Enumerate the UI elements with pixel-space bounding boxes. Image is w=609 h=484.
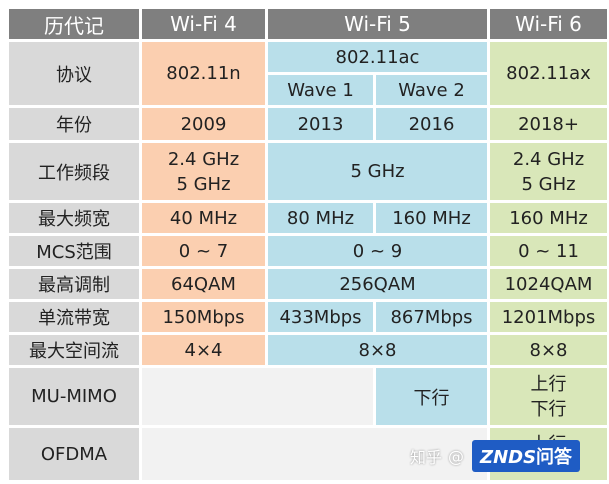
cell-spatial-streams-wifi5: 8×8 <box>268 335 488 365</box>
cell-year-wave1: 2013 <box>268 108 373 140</box>
row-stream-bandwidth: 单流带宽 150Mbps 433Mbps 867Mbps 1201Mbps <box>9 302 608 332</box>
cell-spatial-streams-wifi4: 4×4 <box>142 335 265 365</box>
cell-year-wave2: 2016 <box>376 108 488 140</box>
wifi-comparison-table: 历代记 Wi-Fi 4 Wi-Fi 5 Wi-Fi 6 协议 802.11n 8… <box>6 6 609 483</box>
cell-spatial-streams-wifi6: 8×8 <box>490 335 608 365</box>
cell-mu-mimo-empty <box>142 368 373 425</box>
row-label-band: 工作频段 <box>9 143 139 200</box>
cell-protocol-wifi5: 802.11ac <box>268 42 488 72</box>
cell-protocol-wave2: Wave 2 <box>376 75 488 105</box>
cell-year-wifi4: 2009 <box>142 108 265 140</box>
cell-mu-mimo-wave2: 下行 <box>376 368 488 425</box>
band-wifi4-line2: 5 GHz <box>176 173 231 195</box>
cell-ofdma-empty <box>142 428 488 480</box>
row-spatial-streams: 最大空间流 4×4 8×8 8×8 <box>9 335 608 365</box>
cell-band-wifi4: 2.4 GHz 5 GHz <box>142 143 265 200</box>
row-bandwidth: 最大频宽 40 MHz 80 MHz 160 MHz 160 MHz <box>9 203 608 233</box>
cell-ofdma-wifi6: 上行 <box>490 428 608 480</box>
row-band: 工作频段 2.4 GHz 5 GHz 5 GHz 2.4 GHz 5 GHz <box>9 143 608 200</box>
row-protocol: 协议 802.11n 802.11ac 802.11ax <box>9 42 608 105</box>
row-label-stream-bandwidth: 单流带宽 <box>9 302 139 332</box>
cell-mu-mimo-wifi6: 上行 下行 <box>490 368 608 425</box>
cell-bandwidth-wifi4: 40 MHz <box>142 203 265 233</box>
cell-band-wifi5: 5 GHz <box>268 143 488 200</box>
cell-protocol-wifi6: 802.11ax <box>490 42 608 105</box>
header-wifi4: Wi-Fi 4 <box>142 9 265 39</box>
row-year: 年份 2009 2013 2016 2018+ <box>9 108 608 140</box>
cell-mcs-wifi6: 0 ~ 11 <box>490 236 608 266</box>
cell-mcs-wifi4: 0 ~ 7 <box>142 236 265 266</box>
row-protocol-waves: Wave 1 Wave 2 <box>9 75 607 105</box>
header-wifi6: Wi-Fi 6 <box>490 9 608 39</box>
cell-bandwidth-wave1: 80 MHz <box>268 203 373 233</box>
row-label-bandwidth: 最大频宽 <box>9 203 139 233</box>
cell-modulation-wifi5: 256QAM <box>268 269 488 299</box>
cell-band-wifi6: 2.4 GHz 5 GHz <box>490 143 608 200</box>
cell-modulation-wifi6: 1024QAM <box>490 269 608 299</box>
cell-protocol-wave1: Wave 1 <box>268 75 373 105</box>
band-wifi4-line1: 2.4 GHz <box>167 148 240 170</box>
row-label-year: 年份 <box>9 108 139 140</box>
cell-bandwidth-wave2: 160 MHz <box>376 203 488 233</box>
cell-year-wifi6: 2018+ <box>490 108 608 140</box>
row-label-mcs: MCS范围 <box>9 236 139 266</box>
cell-stream-bandwidth-wifi6: 1201Mbps <box>490 302 608 332</box>
band-wifi6-line2: 5 GHz <box>521 173 576 195</box>
row-mu-mimo: MU-MIMO 下行 上行 下行 <box>9 368 608 425</box>
row-label-ofdma: OFDMA <box>9 428 139 480</box>
mu-mimo-wifi6-line1: 上行 <box>530 373 567 395</box>
header-wifi5: Wi-Fi 5 <box>268 9 488 39</box>
cell-mcs-wifi5: 0 ~ 9 <box>268 236 488 266</box>
row-label-mu-mimo: MU-MIMO <box>9 368 139 425</box>
cell-stream-bandwidth-wave2: 867Mbps <box>376 302 488 332</box>
row-label-protocol: 协议 <box>9 42 139 105</box>
cell-stream-bandwidth-wifi4: 150Mbps <box>142 302 265 332</box>
header-row: 历代记 Wi-Fi 4 Wi-Fi 5 Wi-Fi 6 <box>9 9 608 39</box>
header-corner: 历代记 <box>9 9 139 39</box>
mu-mimo-wifi6-line2: 下行 <box>530 398 567 420</box>
row-mcs: MCS范围 0 ~ 7 0 ~ 9 0 ~ 11 <box>9 236 608 266</box>
row-label-modulation: 最高调制 <box>9 269 139 299</box>
cell-modulation-wifi4: 64QAM <box>142 269 265 299</box>
row-modulation: 最高调制 64QAM 256QAM 1024QAM <box>9 269 608 299</box>
cell-protocol-wifi4: 802.11n <box>142 42 265 105</box>
cell-bandwidth-wifi6: 160 MHz <box>490 203 608 233</box>
cell-stream-bandwidth-wave1: 433Mbps <box>268 302 373 332</box>
row-label-spatial-streams: 最大空间流 <box>9 335 139 365</box>
band-wifi6-line1: 2.4 GHz <box>512 148 585 170</box>
row-ofdma: OFDMA 上行 <box>9 428 608 480</box>
